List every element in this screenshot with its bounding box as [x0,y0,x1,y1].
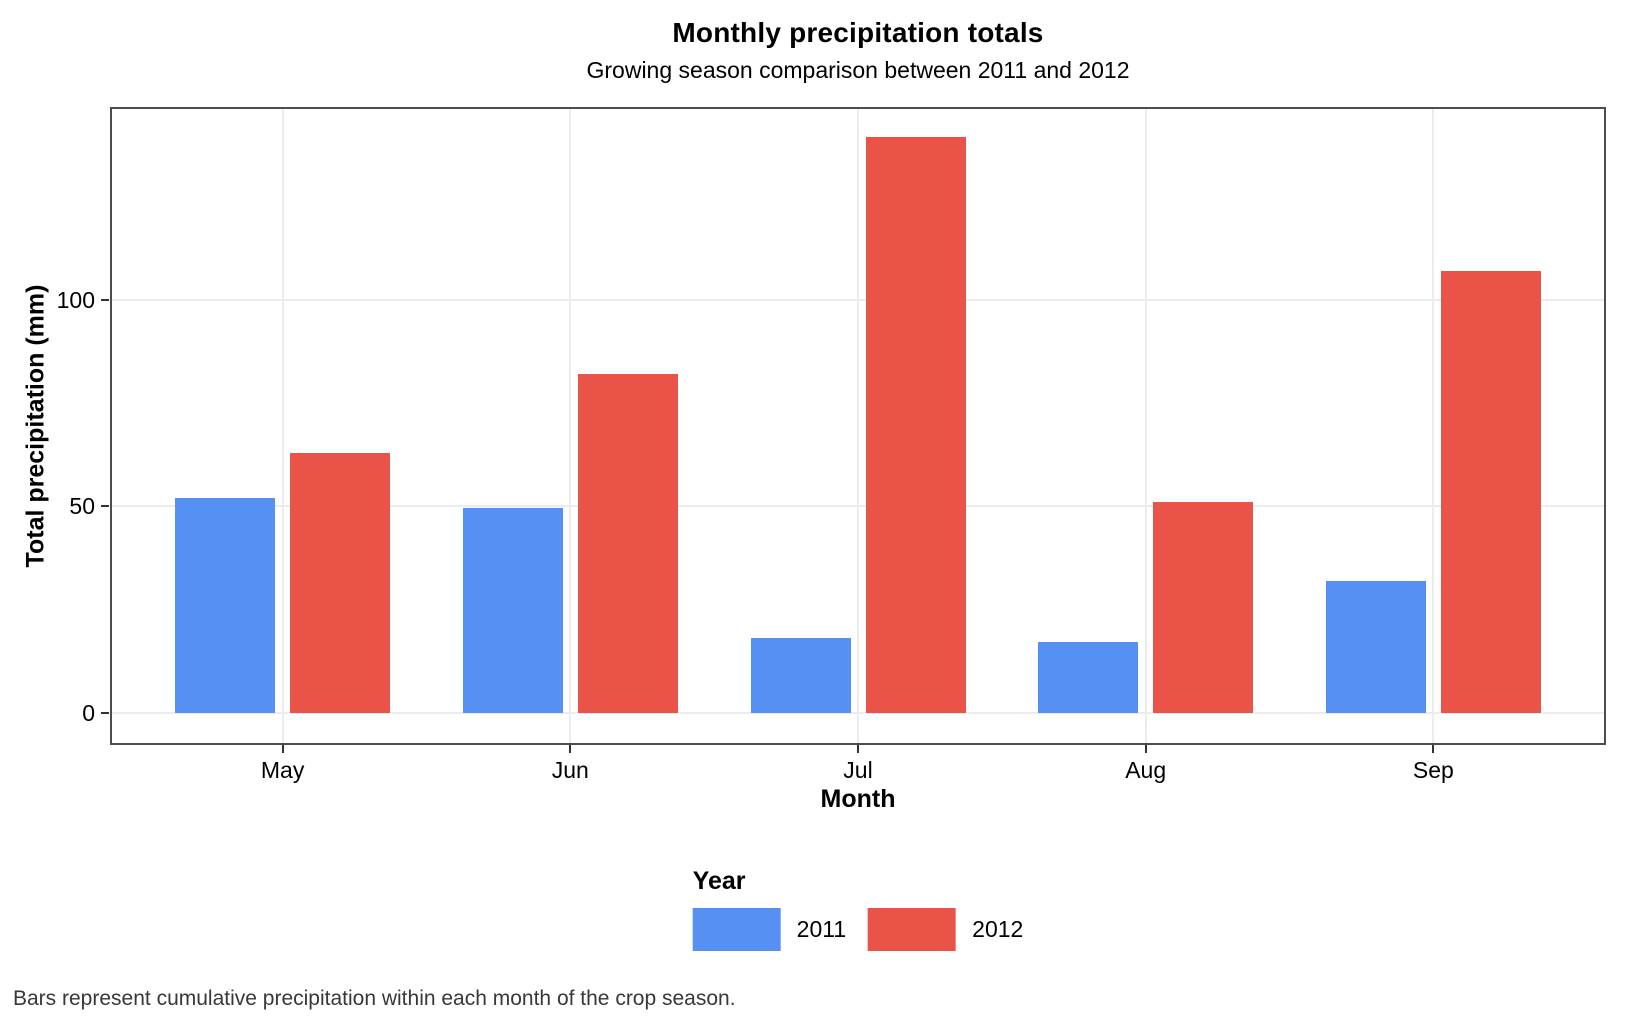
y-tick-label: 0 [82,699,95,726]
x-tick-label: Sep [1412,757,1454,783]
bar-2011-Jul [750,638,851,713]
x-tick-label: Aug [1125,757,1167,783]
y-tick-mark [101,505,109,508]
gridline-vertical [1144,107,1147,745]
x-tick-mark [1144,745,1147,753]
y-tick-label: 50 [69,493,95,520]
gridline-vertical [1432,107,1435,745]
x-tick-mark [281,745,284,753]
bar-2012-Aug [1153,502,1254,713]
bar-2012-Sep [1440,271,1541,713]
gridline-vertical [281,107,284,745]
x-tick-mark [569,745,572,753]
gridline-vertical [569,107,572,745]
plot-panel [110,107,1606,745]
bar-2012-May [290,452,391,713]
x-tick-label: Jul [843,757,873,783]
x-tick-label: Jun [551,757,589,783]
legend-swatch-2011 [692,908,781,951]
bar-2012-Jun [577,374,678,713]
gridline-vertical [857,107,859,745]
chart-title: Monthly precipitation totals [672,17,1044,48]
legend-entry-2012: 2012 [868,908,1023,951]
legend-label-2011: 2011 [796,916,847,942]
bar-2012-Jul [865,137,966,713]
legend-title: Year [692,867,746,895]
x-axis-title: Month [820,785,896,813]
x-tick-label: May [260,757,305,783]
chart-caption: Bars represent cumulative precipitation … [13,987,736,1010]
legend-label-2012: 2012 [972,916,1024,942]
y-tick-mark [101,711,109,714]
legend: Year 2011 2012 [692,867,1023,951]
legend-entry-2011: 2011 [692,908,868,951]
legend-swatch-2012 [868,908,957,951]
y-tick-mark [101,299,109,301]
bar-2011-Jun [462,508,563,713]
x-tick-mark [1432,745,1435,753]
y-tick-label: 100 [56,287,95,313]
legend-entries: 2011 2012 [692,908,1023,951]
bar-2011-Aug [1038,642,1139,713]
chart-subtitle: Growing season comparison between 2011 a… [586,57,1130,83]
bar-2011-May [175,498,276,713]
bar-2011-Sep [1325,580,1426,713]
x-tick-mark [857,745,859,753]
y-axis-title: Total precipitation (mm) [21,284,50,568]
